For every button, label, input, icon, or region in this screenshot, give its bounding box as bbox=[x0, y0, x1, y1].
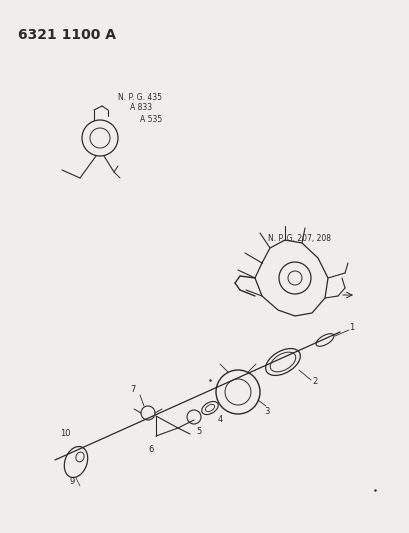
Text: 4: 4 bbox=[218, 416, 223, 424]
Text: 7: 7 bbox=[130, 384, 135, 393]
Text: 3: 3 bbox=[263, 408, 269, 416]
Text: N. P. G. 207, 208: N. P. G. 207, 208 bbox=[267, 233, 330, 243]
Text: 6321 1100 A: 6321 1100 A bbox=[18, 28, 116, 42]
Text: A 833: A 833 bbox=[130, 103, 152, 112]
Text: 1: 1 bbox=[348, 324, 353, 333]
Text: N. P. G. 435: N. P. G. 435 bbox=[118, 93, 162, 101]
Text: 5: 5 bbox=[196, 426, 201, 435]
Text: A 535: A 535 bbox=[139, 115, 162, 124]
Text: 6: 6 bbox=[148, 446, 153, 455]
Text: 10: 10 bbox=[60, 430, 70, 439]
Text: 2: 2 bbox=[311, 376, 317, 385]
Text: 9: 9 bbox=[70, 478, 75, 487]
